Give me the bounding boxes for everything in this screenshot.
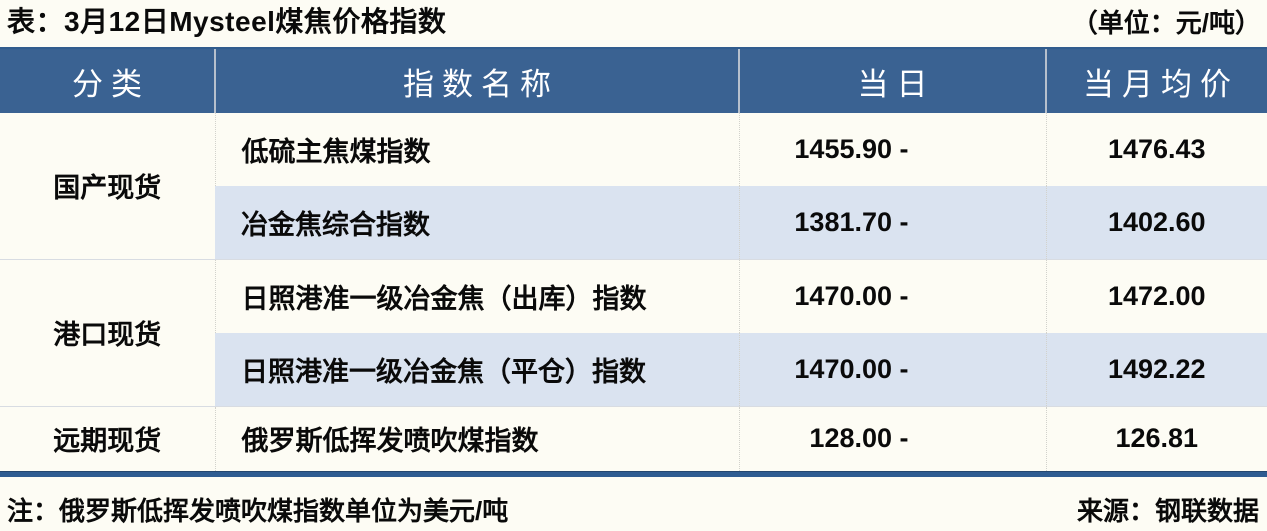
index-name-cell: 日照港准一级冶金焦（出库）指数	[214, 258, 739, 333]
table-row: 冶金焦综合指数 1381.70 - 1402.60	[0, 186, 1267, 259]
unit-label: （单位：元/吨）	[1071, 8, 1261, 38]
footer-bar: 注：俄罗斯低挥发喷吹煤指数单位为美元/吨 来源：钢联数据	[0, 477, 1267, 528]
category-cell-domestic-spot: 国产现货	[0, 113, 215, 259]
daily-value-cell: 1455.90 -	[738, 113, 1046, 186]
daily-value-cell: 1470.00 -	[738, 258, 1046, 333]
monthly-avg-cell: 1472.00	[1045, 258, 1267, 333]
header-row: 分类 指数名称 当日 当月均价	[0, 47, 1267, 113]
index-name-cell: 冶金焦综合指数	[215, 186, 739, 259]
index-name-cell: 低硫主焦煤指数	[214, 113, 739, 186]
col-header-daily: 当日	[738, 47, 1046, 113]
index-name-cell: 俄罗斯低挥发喷吹煤指数	[214, 405, 739, 471]
table-bottom-rule	[0, 471, 1267, 477]
daily-value-cell: 1470.00 -	[738, 333, 1046, 406]
monthly-avg-cell: 1402.60	[1045, 186, 1267, 259]
price-index-table: 分类 指数名称 当日 当月均价 国产现货 低硫主焦煤指数 1455.90 - 1…	[0, 47, 1267, 471]
source-label: 来源：钢联数据	[1076, 496, 1259, 526]
footnote: 注：俄罗斯低挥发喷吹煤指数单位为美元/吨	[7, 496, 509, 526]
table-title: 表：3月12日Mysteel煤焦价格指数	[7, 6, 447, 37]
table-row: 国产现货 低硫主焦煤指数 1455.90 - 1476.43	[0, 113, 1267, 259]
col-header-index-name: 指数名称	[214, 47, 739, 113]
index-name-cell: 日照港准一级冶金焦（平仓）指数	[215, 333, 739, 406]
monthly-avg-cell: 1492.22	[1045, 333, 1267, 406]
table-row: 远期现货 俄罗斯低挥发喷吹煤指数 128.00 - 126.81	[0, 405, 1267, 471]
col-header-monthly-avg: 当月均价	[1045, 47, 1267, 113]
daily-value-cell: 1381.70 -	[738, 186, 1046, 259]
monthly-avg-cell: 1476.43	[1045, 113, 1267, 186]
daily-value-cell: 128.00 -	[738, 405, 1046, 471]
table-row: 日照港准一级冶金焦（平仓）指数 1470.00 - 1492.22	[0, 333, 1267, 406]
table-row: 港口现货 日照港准一级冶金焦（出库）指数 1470.00 - 1472.00	[0, 258, 1267, 406]
category-cell-port-spot: 港口现货	[0, 258, 215, 406]
title-bar: 表：3月12日Mysteel煤焦价格指数 （单位：元/吨）	[0, 0, 1267, 47]
col-header-category: 分类	[0, 47, 215, 113]
category-cell-forward-spot: 远期现货	[0, 405, 215, 471]
monthly-avg-cell: 126.81	[1045, 405, 1267, 471]
